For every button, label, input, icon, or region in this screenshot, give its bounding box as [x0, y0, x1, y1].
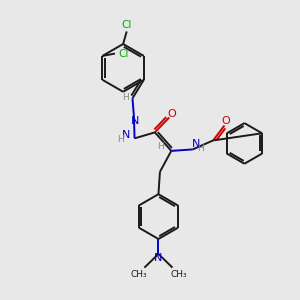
Text: H: H: [158, 142, 164, 151]
Text: O: O: [222, 116, 230, 126]
Text: CH₃: CH₃: [170, 270, 187, 279]
Text: N: N: [154, 254, 163, 263]
Text: O: O: [168, 110, 177, 119]
Text: H: H: [122, 93, 129, 102]
Text: CH₃: CH₃: [130, 270, 147, 279]
Text: N: N: [131, 116, 139, 126]
Text: H: H: [197, 144, 204, 153]
Text: Cl: Cl: [122, 20, 132, 31]
Text: N: N: [122, 130, 130, 140]
Text: H: H: [117, 135, 124, 144]
Text: N: N: [192, 139, 200, 149]
Text: Cl: Cl: [119, 49, 129, 58]
